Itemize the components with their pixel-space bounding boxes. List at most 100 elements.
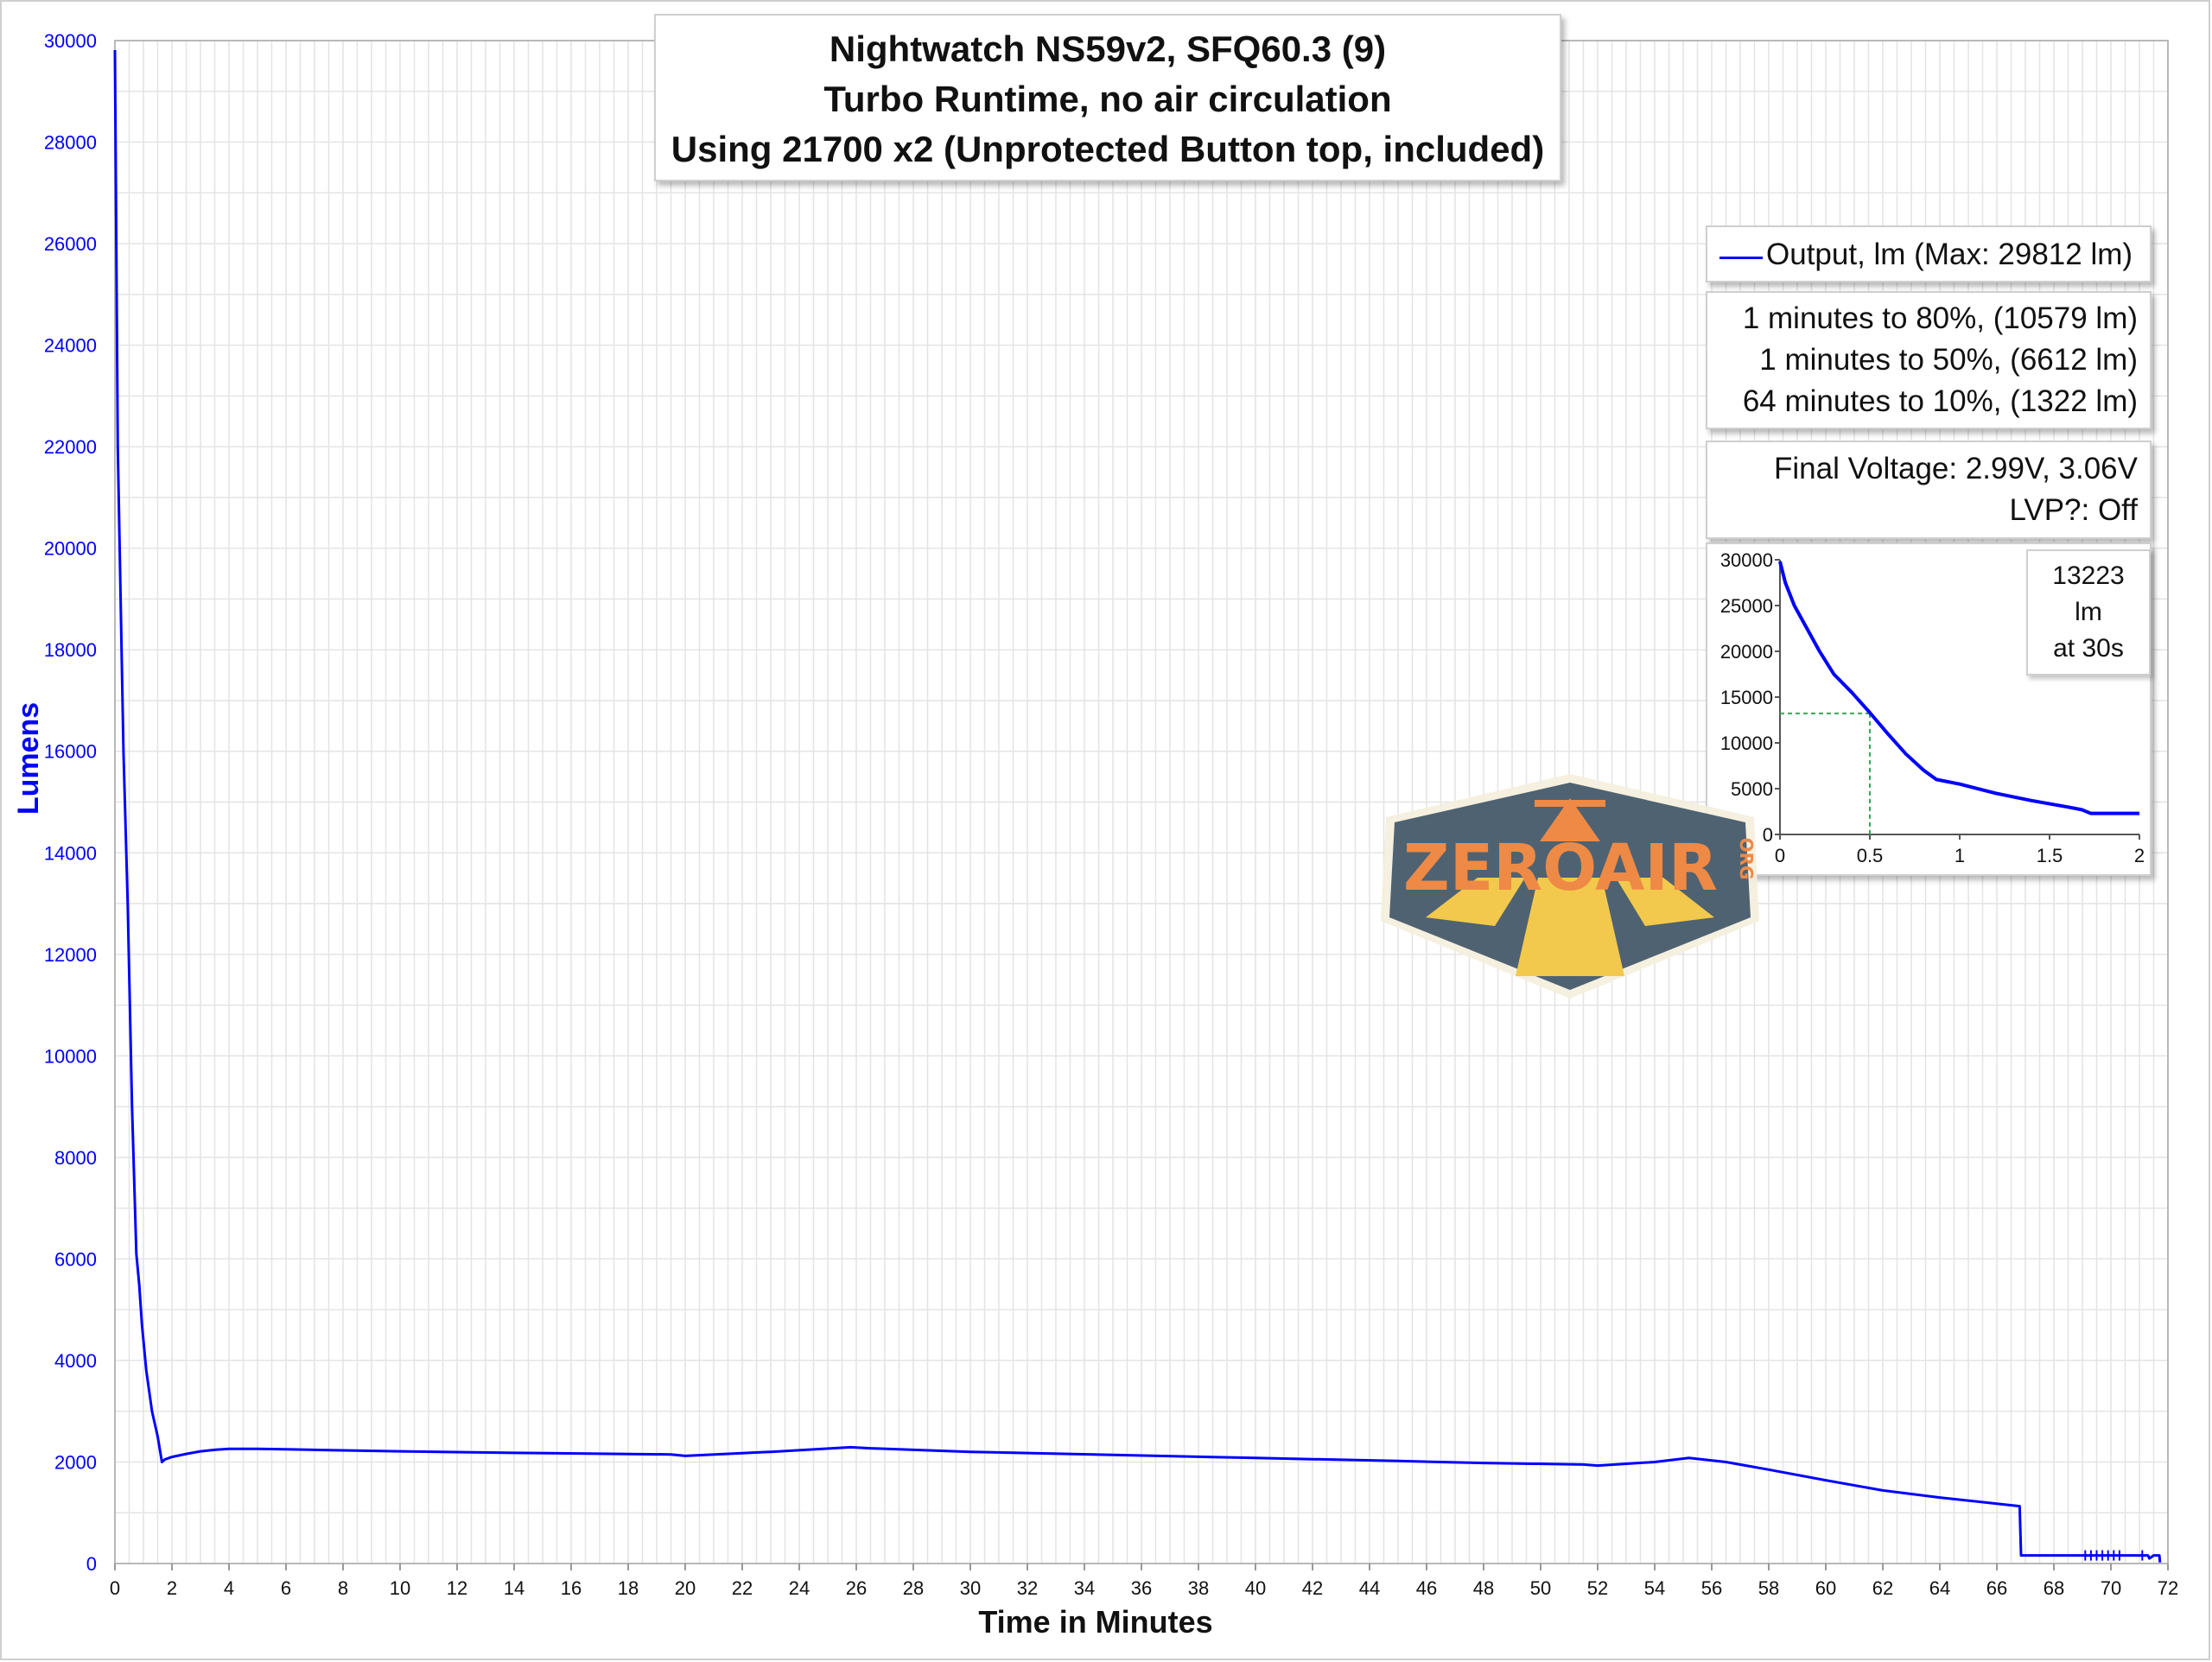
logo-road-right bbox=[1616, 878, 1714, 926]
x-tick-labels: 0 2 4 6 8 10 12 14 16 18 20 22 24 26 28 30 32 34 36 38 40 42 4… bbox=[110, 1564, 2178, 1599]
logo-road-center bbox=[1516, 878, 1624, 976]
inset-annotation-time: at 30s bbox=[2053, 634, 2124, 663]
series-layer bbox=[113, 49, 2162, 1563]
x-tick-label: 10 bbox=[390, 1577, 410, 1599]
inset-x-tick-label: 1.5 bbox=[2037, 845, 2063, 866]
x-tick-label: 0 bbox=[110, 1577, 120, 1599]
y-tick-label: 22000 bbox=[44, 436, 97, 458]
y-tick-label: 28000 bbox=[44, 132, 97, 154]
x-tick-label: 62 bbox=[1872, 1577, 1893, 1599]
x-tick-label: 28 bbox=[903, 1577, 924, 1599]
y-tick-label: 14000 bbox=[44, 842, 97, 864]
inset-y-tick-label: 15000 bbox=[1720, 687, 1773, 708]
chart-battery-note: Using 21700 x2 (Unprotected Button top, … bbox=[671, 129, 1545, 169]
x-tick-label: 8 bbox=[338, 1577, 348, 1599]
x-tick-label: 68 bbox=[2044, 1577, 2064, 1599]
x-tick-label: 40 bbox=[1245, 1577, 1266, 1599]
inset-y-tick-label: 20000 bbox=[1720, 641, 1773, 663]
x-tick-label: 64 bbox=[1929, 1577, 1950, 1599]
inset-y-tick-label: 0 bbox=[1763, 824, 1773, 846]
final-voltage: Final Voltage: 2.99V, 3.06V bbox=[1774, 452, 2138, 485]
y-tick-label: 20000 bbox=[44, 538, 97, 560]
inset-axes: 0 5000 10000 15000 20000 25000 30000 0 0.5 1 1.5 2 bbox=[1720, 549, 2145, 866]
x-tick-label: 66 bbox=[1986, 1577, 2007, 1599]
y-tick-label: 12000 bbox=[44, 944, 97, 966]
x-tick-label: 60 bbox=[1815, 1577, 1836, 1599]
x-tick-label: 72 bbox=[2158, 1577, 2178, 1599]
stat-10pct: 64 minutes to 10%, (1322 lm) bbox=[1742, 384, 2138, 418]
x-tick-label: 6 bbox=[281, 1577, 291, 1599]
y-tick-label: 0 bbox=[86, 1553, 97, 1575]
y-tick-label: 4000 bbox=[54, 1350, 97, 1372]
zeroair-logo: ZEROAIR ORG bbox=[1381, 774, 1759, 999]
x-axis-label: Time in Minutes bbox=[978, 1604, 1212, 1640]
voltage-box: Final Voltage: 2.99V, 3.06V LVP?: Off bbox=[1706, 441, 2152, 539]
inset-x-tick-label: 0 bbox=[1775, 845, 1785, 866]
x-tick-label: 20 bbox=[675, 1577, 696, 1599]
logo-road-left bbox=[1426, 878, 1525, 926]
y-tick-label: 2000 bbox=[54, 1451, 97, 1473]
x-tick-label: 2 bbox=[167, 1577, 177, 1599]
inset-chart: 0 5000 10000 15000 20000 25000 30000 0 0.5 1 1.5 2 bbox=[1720, 549, 2145, 866]
legend-label: Output, lm (Max: 29812 lm) bbox=[1766, 238, 2133, 271]
y-tick-label: 16000 bbox=[44, 741, 97, 763]
y-tick-label: 10000 bbox=[44, 1045, 97, 1067]
y-axis-label: Lumens bbox=[12, 702, 45, 815]
stat-50pct: 1 minutes to 50%, (6612 lm) bbox=[1759, 343, 2138, 377]
x-tick-label: 48 bbox=[1473, 1577, 1494, 1599]
x-tick-label: 4 bbox=[224, 1577, 234, 1599]
inset-x-tick-label: 0.5 bbox=[1857, 845, 1884, 866]
legend: Output, lm (Max: 29812 lm) bbox=[1706, 225, 2152, 282]
chart-subtitle: Turbo Runtime, no air circulation bbox=[823, 79, 1392, 119]
x-tick-label: 38 bbox=[1188, 1577, 1209, 1599]
inset-annotation: 13223 lm at 30s bbox=[2026, 549, 2151, 676]
x-tick-label: 22 bbox=[732, 1577, 753, 1599]
series-line-output bbox=[113, 49, 2162, 1563]
x-tick-label: 52 bbox=[1587, 1577, 1608, 1599]
y-tick-label: 30000 bbox=[44, 30, 97, 52]
x-tick-label: 70 bbox=[2101, 1577, 2121, 1599]
inset-x-tick-label: 2 bbox=[2134, 845, 2145, 866]
x-tick-label: 56 bbox=[1701, 1577, 1722, 1599]
logo-tower-icon bbox=[1540, 798, 1600, 841]
inset-annotation-unit: lm bbox=[2075, 598, 2102, 626]
x-tick-label: 26 bbox=[846, 1577, 867, 1599]
chart-title-box: Nightwatch NS59v2, SFQ60.3 (9) Turbo Run… bbox=[654, 14, 1561, 181]
y-tick-label: 8000 bbox=[54, 1147, 97, 1169]
inset-series-layer bbox=[1778, 561, 2139, 815]
x-tick-label: 16 bbox=[561, 1577, 582, 1599]
x-tick-label: 30 bbox=[960, 1577, 981, 1599]
inset-y-tick-label: 5000 bbox=[1731, 778, 1773, 800]
inset-y-tick-label: 30000 bbox=[1720, 549, 1773, 571]
inset-y-tick-label: 25000 bbox=[1720, 595, 1773, 617]
x-tick-label: 46 bbox=[1416, 1577, 1437, 1599]
y-tick-label: 6000 bbox=[54, 1248, 97, 1270]
x-tick-label: 54 bbox=[1644, 1577, 1665, 1599]
x-tick-label: 44 bbox=[1359, 1577, 1380, 1599]
lvp-status: LVP?: Off bbox=[2009, 493, 2138, 527]
inset-y-tick-label: 10000 bbox=[1720, 733, 1773, 754]
logo-suffix: ORG bbox=[1736, 838, 1757, 880]
chart-title: Nightwatch NS59v2, SFQ60.3 (9) bbox=[829, 29, 1387, 69]
x-tick-label: 14 bbox=[504, 1577, 524, 1599]
x-tick-label: 58 bbox=[1758, 1577, 1779, 1599]
x-tick-label: 36 bbox=[1131, 1577, 1152, 1599]
x-tick-label: 34 bbox=[1074, 1577, 1095, 1599]
x-tick-label: 32 bbox=[1017, 1577, 1038, 1599]
y-tick-labels: 0 2000 4000 6000 8000 10000 12000 14000 16000 180… bbox=[44, 30, 97, 1575]
x-tick-label: 12 bbox=[447, 1577, 467, 1599]
x-tick-label: 24 bbox=[789, 1577, 810, 1599]
inset-x-tick-label: 1 bbox=[1955, 845, 1965, 866]
x-tick-label: 18 bbox=[618, 1577, 639, 1599]
stat-80pct: 1 minutes to 80%, (10579 lm) bbox=[1742, 301, 2138, 335]
y-tick-label: 18000 bbox=[44, 639, 97, 661]
y-tick-label: 24000 bbox=[44, 335, 97, 357]
logo-text: ZEROAIR bbox=[1403, 831, 1718, 905]
x-tick-label: 50 bbox=[1530, 1577, 1551, 1599]
logo-tower-bar bbox=[1535, 800, 1605, 807]
y-tick-label: 26000 bbox=[44, 233, 97, 255]
inset-series-line bbox=[1778, 561, 2139, 815]
inset-annotation-value: 13223 bbox=[2052, 561, 2125, 590]
legend-swatch bbox=[1719, 257, 1763, 259]
x-tick-label: 42 bbox=[1302, 1577, 1323, 1599]
